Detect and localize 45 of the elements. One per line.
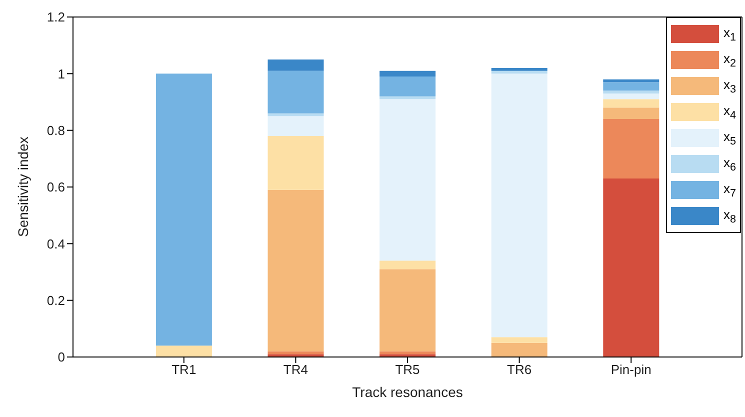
bar <box>491 74 548 338</box>
bar <box>380 70 436 76</box>
legend-label: x$_{1}$ <box>723 24 736 44</box>
bar <box>380 99 436 261</box>
bar <box>380 260 436 270</box>
y-tick-label: 0.4 <box>46 236 65 252</box>
bar <box>156 346 212 357</box>
legend-label: x$_{8}$ <box>723 206 736 226</box>
bar <box>603 119 660 178</box>
bar <box>380 76 436 96</box>
bar <box>603 94 660 100</box>
x-tick-label: TR5 <box>395 362 420 378</box>
bar <box>380 269 436 352</box>
legend-label: x$_{6}$ <box>723 154 736 174</box>
bar <box>156 74 212 346</box>
x-tick-label: TR1 <box>172 362 196 378</box>
bar <box>491 342 548 357</box>
y-tick-label: 1.2 <box>46 10 65 25</box>
y-tick-label: 0.6 <box>46 180 65 195</box>
bar <box>268 116 324 136</box>
bar <box>268 136 324 190</box>
y-axis-title: Sensitivity index <box>14 136 31 237</box>
legend-label: x$_{3}$ <box>723 76 736 96</box>
x-tick-label: TR4 <box>283 362 308 378</box>
bar <box>603 99 660 108</box>
y-tick-label: 0.2 <box>46 292 65 308</box>
bar <box>491 68 548 71</box>
bar <box>603 90 660 94</box>
bar <box>268 70 324 114</box>
legend-label: x$_{7}$ <box>723 180 736 200</box>
bar <box>268 190 324 352</box>
x-tick-label: TR6 <box>507 362 532 378</box>
y-tick-label: 0 <box>58 350 65 365</box>
bar <box>268 60 324 71</box>
bar <box>491 337 548 343</box>
bar <box>603 178 660 357</box>
legend-label: x$_{2}$ <box>723 50 736 70</box>
bar <box>603 108 660 119</box>
legend-label: x$_{4}$ <box>723 102 736 122</box>
y-tick-label: 1 <box>58 66 65 82</box>
x-tick-label: Pin-pin <box>610 362 652 378</box>
bar <box>603 82 660 91</box>
legend-label: x$_{5}$ <box>723 128 736 148</box>
y-tick-label: 0.8 <box>46 122 65 138</box>
x-axis-title: Track resonances <box>352 384 463 400</box>
